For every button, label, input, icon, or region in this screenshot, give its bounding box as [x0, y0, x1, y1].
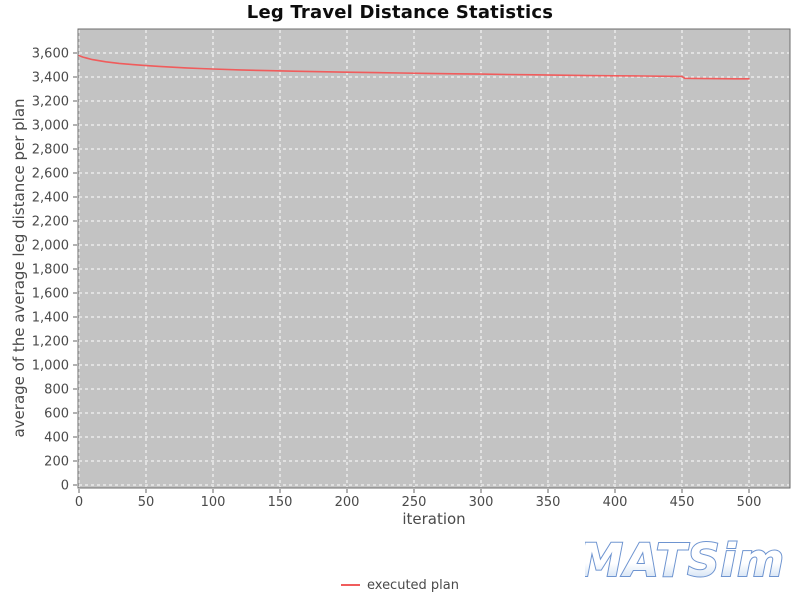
legend: executed plan	[0, 575, 800, 595]
y-tick-label: 1,400	[32, 311, 69, 326]
matsim-logo-text: MATSim	[585, 534, 785, 587]
y-tick-label: 3,400	[32, 71, 69, 86]
y-tick-label: 800	[44, 383, 69, 398]
y-tick-label: 2,200	[32, 215, 69, 230]
y-tick-label: 0	[61, 479, 69, 494]
legend-line-marker	[341, 584, 360, 586]
y-tick-label: 600	[44, 407, 69, 422]
chart-title: Leg Travel Distance Statistics	[246, 2, 554, 23]
series-line-executed-plan	[78, 54, 750, 80]
x-tick-label: 250	[402, 495, 427, 510]
y-tick-label: 3,200	[32, 95, 69, 110]
y-tick-label: 200	[44, 455, 69, 470]
y-tick-label: 2,000	[32, 239, 69, 254]
x-tick-label: 100	[201, 495, 226, 510]
x-tick-label: 0	[75, 495, 83, 510]
y-tick-label: 1,000	[32, 359, 69, 374]
y-tick-label: 1,800	[32, 263, 69, 278]
x-tick-label: 150	[268, 495, 293, 510]
y-tick-label: 1,200	[32, 335, 69, 350]
x-tick-label: 500	[737, 495, 762, 510]
y-tick-label: 2,400	[32, 191, 69, 206]
legend-label: executed plan	[367, 577, 459, 593]
matsim-logo: MATSim	[585, 533, 785, 588]
plot-area: 0 200 400 600 800 1,000 1,200 1,400 1,600 1,800 2,…	[32, 28, 791, 510]
y-axis-title: average of the average leg distance per …	[10, 98, 28, 438]
y-tick-label: 2,600	[32, 167, 69, 182]
x-axis-title: iteration	[402, 510, 466, 528]
y-tick-label: 3,000	[32, 119, 69, 134]
x-tick-label: 50	[138, 495, 155, 510]
x-tick-label: 300	[469, 495, 494, 510]
y-tick-label: 400	[44, 431, 69, 446]
y-tick-label: 2,800	[32, 143, 69, 158]
plot-border	[77, 28, 791, 489]
y-tick-label: 1,600	[32, 287, 69, 302]
x-tick-label: 200	[335, 495, 360, 510]
y-tick-label: 3,600	[32, 47, 69, 62]
plot-background	[78, 29, 790, 488]
x-tick-label: 400	[603, 495, 628, 510]
x-tick-label: 350	[536, 495, 561, 510]
x-tick-label: 450	[670, 495, 695, 510]
